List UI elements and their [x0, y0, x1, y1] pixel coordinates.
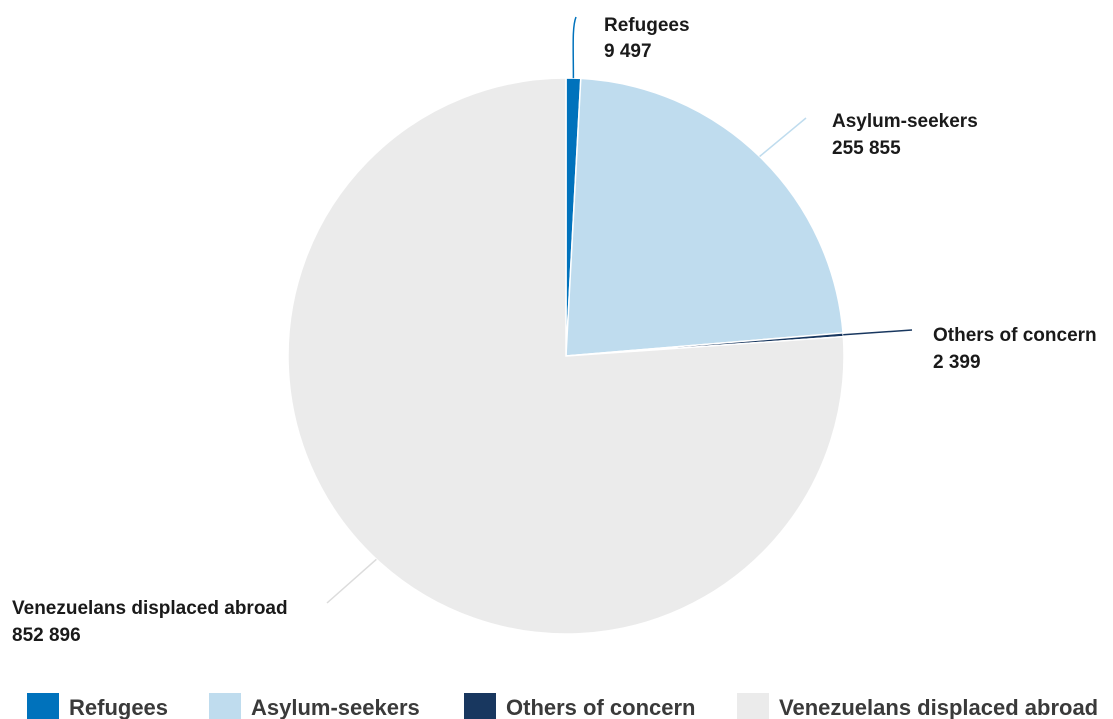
legend-swatch-asylum-seekers	[209, 693, 241, 719]
leader-lines-layer	[326, 16, 913, 604]
leader-line-others-of-concern	[843, 329, 913, 336]
pie-slice-asylum-seekers	[565, 77, 844, 357]
leader-line-venezuelans-displaced-abroad	[326, 558, 377, 604]
callout-value-asylum-seekers: 255 855	[832, 138, 901, 159]
legend-swatch-refugees	[27, 693, 59, 719]
callout-name-venezuelans-displaced-abroad: Venezuelans displaced abroad	[12, 598, 288, 619]
callout-value-refugees: 9 497	[604, 41, 652, 62]
callout-name-refugees: Refugees	[604, 15, 690, 36]
legend: Refugees Asylum-seekers Others of concer…	[27, 693, 1098, 719]
legend-label-refugees: Refugees	[69, 695, 168, 719]
callout-value-venezuelans-displaced-abroad: 852 896	[12, 625, 81, 646]
leader-line-refugees	[572, 16, 577, 79]
callout-value-others-of-concern: 2 399	[933, 352, 981, 373]
callout-name-others-of-concern: Others of concern	[933, 325, 1097, 346]
legend-label-venezuelans-displaced-abroad: Venezuelans displaced abroad	[779, 695, 1098, 719]
slices-layer	[287, 77, 845, 635]
legend-swatch-venezuelans-displaced-abroad	[737, 693, 769, 719]
legend-swatch-others-of-concern	[464, 693, 496, 719]
leader-line-asylum-seekers	[759, 117, 807, 158]
callout-name-asylum-seekers: Asylum-seekers	[832, 111, 978, 132]
callout-labels-layer: Refugees 9 497 Asylum-seekers 255 855 Ot…	[12, 15, 1097, 646]
legend-label-asylum-seekers: Asylum-seekers	[251, 695, 420, 719]
legend-label-others-of-concern: Others of concern	[506, 695, 695, 719]
